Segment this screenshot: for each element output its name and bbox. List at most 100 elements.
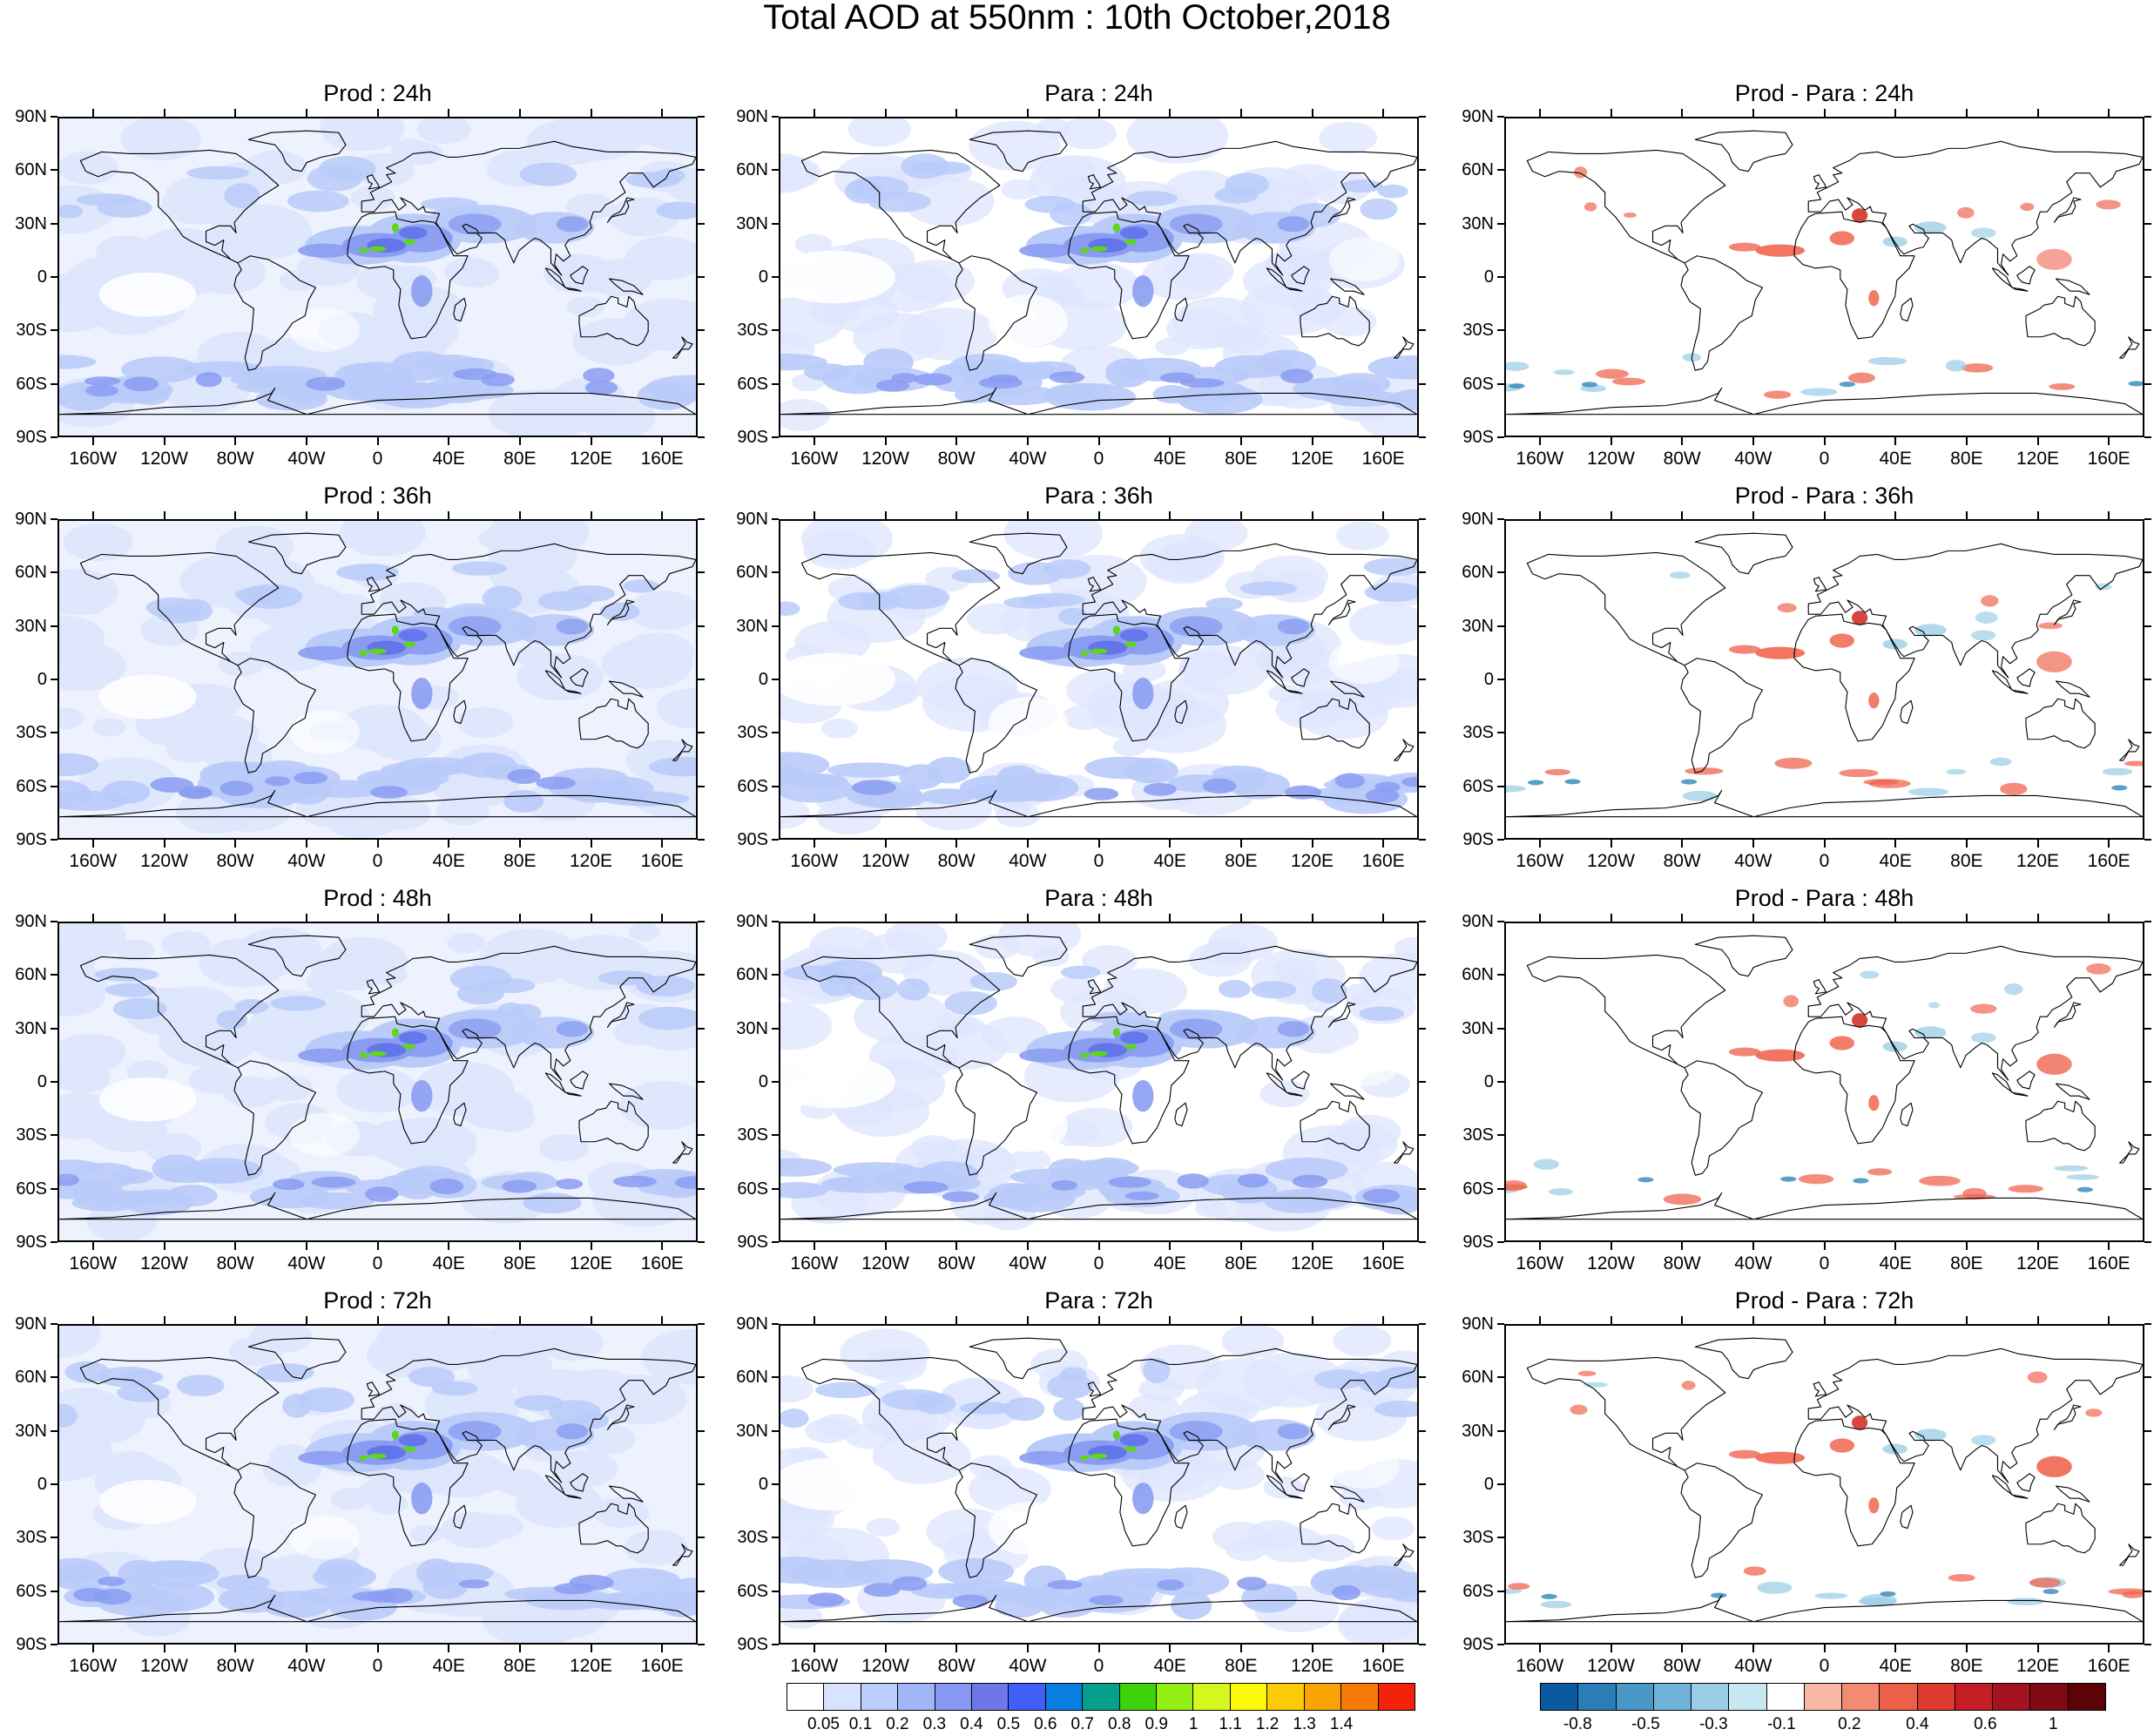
indonesia-coastline xyxy=(1991,1475,2029,1499)
longitude-tick xyxy=(234,1645,237,1652)
longitude-tick xyxy=(305,840,307,848)
latitude-tick-label: 0 xyxy=(37,670,47,689)
latitude-tick-label: 0 xyxy=(1483,1475,1494,1494)
longitude-tick-label: 120E xyxy=(1290,1253,1334,1273)
africa-coastline xyxy=(347,1016,469,1145)
madagascar-coastline xyxy=(453,1504,467,1530)
latitude-tick-label: 0 xyxy=(37,1072,47,1091)
panel-title: Prod : 72h xyxy=(323,1287,432,1314)
longitude-tick-label: 40E xyxy=(432,1253,465,1273)
longitude-tick xyxy=(376,511,379,519)
longitude-tick-label: 0 xyxy=(1819,1656,1830,1676)
longitude-tick xyxy=(1681,1645,1684,1652)
panel-title: Prod - Para : 24h xyxy=(1734,80,1914,106)
longitude-tick-label: 40W xyxy=(287,1656,326,1676)
new-zealand-coastline xyxy=(1394,336,1415,359)
longitude-tick xyxy=(955,109,958,117)
latitude-tick xyxy=(698,839,705,841)
colorbar-label: 0.4 xyxy=(1906,1715,1929,1733)
longitude-tick-label: 80E xyxy=(503,449,537,469)
north-america-coastline xyxy=(1526,954,1726,1069)
longitude-tick xyxy=(305,437,307,445)
longitude-tick xyxy=(955,437,958,445)
africa-coastline xyxy=(347,613,469,742)
longitude-tick xyxy=(1382,109,1385,117)
latitude-tick-label: 90N xyxy=(736,1314,768,1334)
latitude-tick xyxy=(698,329,705,332)
antarctica-edge-coastline xyxy=(780,387,1417,415)
longitude-tick-label: 80W xyxy=(1663,449,1701,469)
longitude-tick xyxy=(1965,109,1968,117)
longitude-tick-label: 120W xyxy=(1587,1656,1635,1676)
latitude-tick xyxy=(698,518,705,520)
longitude-tick-label: 120W xyxy=(140,1656,188,1676)
latitude-tick-label: 90S xyxy=(737,1635,768,1654)
longitude-tick xyxy=(1823,1645,1826,1652)
latitude-tick-label: 30S xyxy=(737,321,768,341)
panel-title: Para : 36h xyxy=(1044,483,1153,509)
map-field xyxy=(1506,118,2143,436)
longitude-tick xyxy=(590,1242,592,1250)
longitude-tick xyxy=(1752,1645,1754,1652)
borneo-coastline xyxy=(570,266,589,285)
latitude-tick xyxy=(698,571,705,574)
colorbar-swatch xyxy=(2068,1684,2105,1710)
longitude-tick xyxy=(1610,109,1612,117)
latitude-tick xyxy=(772,1537,779,1539)
latitude-tick-label: 30N xyxy=(736,1421,768,1441)
longitude-tick-label: 120E xyxy=(569,1656,613,1676)
latitude-tick xyxy=(1419,382,1426,385)
longitude-tick xyxy=(1823,511,1826,519)
indonesia-coastline xyxy=(1266,670,1303,694)
madagascar-coastline xyxy=(1174,699,1188,725)
latitude-tick xyxy=(51,921,57,922)
south-america-coastline xyxy=(1680,255,1763,371)
latitude-tick-label: 0 xyxy=(37,267,47,287)
latitude-tick xyxy=(698,276,705,278)
longitude-tick xyxy=(1311,511,1313,519)
longitude-tick xyxy=(163,1242,165,1250)
longitude-tick xyxy=(448,840,450,848)
latitude-tick xyxy=(2144,679,2151,680)
longitude-tick-label: 120E xyxy=(1290,851,1334,871)
longitude-tick xyxy=(1752,840,1754,848)
longitude-tick-label: 160W xyxy=(790,1656,839,1676)
longitude-tick-label: 40E xyxy=(1153,1253,1186,1273)
longitude-tick xyxy=(884,109,887,117)
latitude-tick-label: 90N xyxy=(736,107,768,126)
south-america-coastline xyxy=(233,1462,316,1578)
longitude-tick xyxy=(1239,1316,1242,1324)
longitude-tick xyxy=(1169,437,1172,445)
latitude-tick xyxy=(1419,518,1426,520)
latitude-tick xyxy=(772,276,779,278)
latitude-tick-label: 0 xyxy=(758,1072,768,1091)
colorbar-swatch xyxy=(1955,1684,1994,1710)
longitude-tick-label: 80E xyxy=(1950,851,1983,871)
longitude-tick-label: 160E xyxy=(640,851,684,871)
map-field xyxy=(59,923,696,1240)
colorbar-label: 0.5 xyxy=(996,1715,1021,1733)
longitude-tick xyxy=(1239,914,1242,922)
latitude-tick-label: 30S xyxy=(16,321,47,341)
longitude-tick xyxy=(813,109,815,117)
latitude-tick xyxy=(51,1187,57,1190)
longitude-tick xyxy=(2036,840,2039,848)
latitude-tick xyxy=(1497,625,1504,627)
longitude-tick xyxy=(1311,1316,1313,1324)
longitude-tick xyxy=(163,1316,165,1324)
latitude-tick xyxy=(1497,436,1504,438)
south-america-coastline xyxy=(1680,1060,1763,1176)
longitude-tick xyxy=(448,1645,450,1652)
colorbar-label: -0.8 xyxy=(1563,1715,1592,1733)
longitude-tick xyxy=(661,511,664,519)
longitude-tick xyxy=(2108,914,2110,922)
longitude-tick-label: 160E xyxy=(2087,449,2130,469)
longitude-tick-label: 120W xyxy=(861,449,909,469)
latitude-tick xyxy=(51,1323,57,1325)
latitude-tick xyxy=(51,116,57,118)
new-guinea-coastline xyxy=(608,278,644,295)
latitude-tick-label: 90N xyxy=(736,510,768,529)
map-field xyxy=(1506,1326,2143,1643)
latitude-tick xyxy=(51,518,57,520)
longitude-tick xyxy=(1538,511,1541,519)
